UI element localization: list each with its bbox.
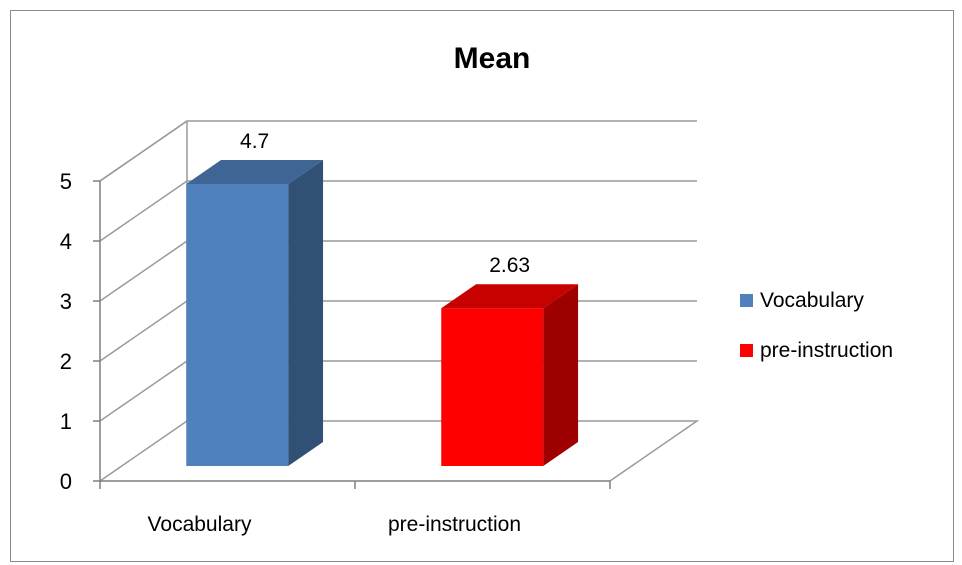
chart-title: Mean: [454, 42, 531, 75]
y-tick-label: 2: [60, 349, 72, 374]
bar-front: [186, 184, 289, 466]
y-tick-label: 0: [60, 469, 72, 494]
bar-2: [441, 284, 579, 466]
legend-label: Vocabulary: [760, 289, 864, 312]
legend: Vocabulary pre-instruction: [740, 289, 893, 362]
x-category-label: Vocabulary: [148, 513, 252, 536]
y-tick-label: 5: [60, 169, 72, 194]
bars: 4.7 2.63: [186, 130, 579, 466]
category-labels: Vocabulary pre-instruction: [148, 513, 521, 536]
axes: [99, 181, 611, 489]
bar-front: [441, 308, 544, 466]
bar-1: [186, 160, 324, 466]
legend-swatch: [740, 344, 753, 357]
legend-label: pre-instruction: [760, 339, 893, 362]
gridline: [99, 180, 697, 242]
legend-swatch: [740, 294, 753, 307]
data-label: 2.63: [489, 254, 530, 277]
y-tick-label: 3: [60, 289, 72, 314]
x-category-label: pre-instruction: [388, 513, 521, 536]
bar-top: [441, 284, 579, 309]
y-tick-label: 4: [60, 229, 72, 254]
bar-top: [186, 160, 324, 184]
y-axis-ticks: 0 1 2 3 4 5: [60, 169, 100, 494]
bar-side: [543, 284, 579, 466]
bar-side: [288, 160, 324, 466]
data-label: 4.7: [240, 130, 269, 153]
gridline: [99, 120, 697, 182]
y-tick-label: 1: [60, 409, 72, 434]
